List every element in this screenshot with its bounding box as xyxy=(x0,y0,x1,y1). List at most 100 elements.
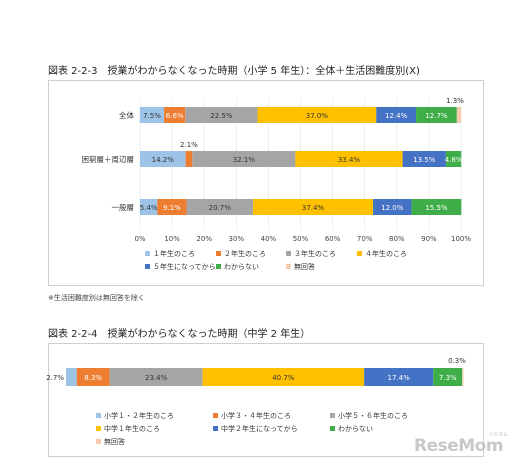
chart2-bar-segment xyxy=(109,368,203,386)
chart1-data-label: 37.4% xyxy=(302,204,325,212)
chart2-legend-label: 無回答 xyxy=(104,437,125,446)
chart1-data-label: 2.1% xyxy=(180,141,198,149)
chart1-x-tick-label: 0% xyxy=(134,235,145,243)
chart1-x-tick-label: 80% xyxy=(389,235,405,243)
chart1-x-tick-label: 100% xyxy=(451,235,471,243)
chart1-category-label: 一般層 xyxy=(112,202,135,212)
chart1-legend-label: ２年生のころ xyxy=(224,249,266,258)
chart1-x-tick-label: 20% xyxy=(196,235,212,243)
chart2-legend-label: 中学１年生のころ xyxy=(104,424,160,433)
chart1-data-label: 20.7% xyxy=(209,204,232,212)
chart1-legend-label: １年生のころ xyxy=(153,249,195,258)
chart2-legend-label: 中学２年生になってから xyxy=(221,424,298,433)
chart2-bar-segment xyxy=(433,368,463,386)
chart1-bar-segment xyxy=(411,199,462,215)
chart1-legend-swatch xyxy=(286,251,291,256)
resemom-logo: ReseMom xyxy=(414,436,504,456)
chart1-category-label: 全体 xyxy=(119,110,134,120)
chart2-legend-swatch xyxy=(96,439,101,444)
chart1-legend-swatch xyxy=(286,264,291,269)
chart2-legend-swatch xyxy=(213,413,218,418)
chart1-bar-segment xyxy=(164,107,186,123)
chart2-bar-segment xyxy=(364,368,434,386)
chart1-data-label: 12.7% xyxy=(425,112,448,120)
chart2-bar-segment xyxy=(76,368,110,386)
chart2-title: 図表 2-2-4 授業がわからなくなった時期（中学 2 年生） xyxy=(48,329,311,340)
chart1-bar-segment xyxy=(140,199,158,215)
chart2-data-label: 40.7% xyxy=(272,374,295,382)
chart2-legend-label: 小学１・２年生のころ xyxy=(104,411,174,420)
chart1-legend-label: ５年生になってから xyxy=(153,262,216,271)
chart1-legend-label: 無回答 xyxy=(294,262,315,271)
chart1-data-label: 37.0% xyxy=(306,112,329,120)
chart2-data-label: 0.3% xyxy=(448,357,466,365)
chart2-legend-swatch xyxy=(96,413,101,418)
chart1-legend-swatch xyxy=(145,251,150,256)
chart2-data-label: 2.7% xyxy=(46,374,64,382)
chart2-legend-swatch xyxy=(213,426,218,431)
chart2-legend-label: 小学５・６年生のころ xyxy=(338,411,408,420)
chart1-data-label: 7.5% xyxy=(143,112,161,120)
chart2-data-label: 17.4% xyxy=(388,374,411,382)
chart1-data-label: 33.4% xyxy=(338,156,361,164)
chart2-bar-segment xyxy=(462,368,464,386)
chart2-data-label: 7.3% xyxy=(439,374,457,382)
chart1-data-label: 6.6% xyxy=(166,112,184,120)
chart1-legend-swatch xyxy=(216,264,221,269)
chart1-bar-segment xyxy=(192,151,296,167)
chart1-bar-segment xyxy=(157,199,187,215)
chart1-bar-segment xyxy=(186,199,253,215)
chart1-bar-segment xyxy=(402,151,446,167)
chart1-data-label: 1.3% xyxy=(446,97,464,105)
chart1-bar-segment xyxy=(376,107,417,123)
chart1-bar-segment xyxy=(140,107,165,123)
chart2-data-label: 23.4% xyxy=(145,374,168,382)
chart1-bar-segment xyxy=(257,107,377,123)
chart1-legend-label: ４年生のころ xyxy=(365,249,407,258)
resemom-logo-sub: リセマム xyxy=(488,432,509,438)
chart1-data-label: 5.4% xyxy=(140,204,158,212)
chart1-legend-label: ３年生のころ xyxy=(294,249,336,258)
chart1-title: 図表 2-2-3 授業がわからなくなった時期（小学 5 年生）：全体＋生活困難度… xyxy=(48,66,420,77)
chart1-bar-segment xyxy=(295,151,403,167)
chart2-data-label: 8.3% xyxy=(84,374,102,382)
chart2-legend-label: 小学３・４年生のころ xyxy=(221,411,291,420)
chart1-bar-segment xyxy=(456,107,461,123)
chart2-bar-segment xyxy=(66,368,77,386)
chart2-legend-swatch xyxy=(330,426,335,431)
chart2-legend-swatch xyxy=(330,413,335,418)
chart1-data-label: 13.5% xyxy=(413,156,436,164)
chart1-x-tick-label: 30% xyxy=(229,235,245,243)
chart1-data-label: 15.5% xyxy=(425,204,448,212)
chart1-bar-segment xyxy=(185,107,258,123)
chart1-legend-swatch xyxy=(357,251,362,256)
chart1-x-tick-label: 60% xyxy=(325,235,341,243)
chart1-x-tick-label: 90% xyxy=(421,235,437,243)
chart1-data-label: 12.0% xyxy=(381,204,404,212)
chart1-note: ※生活困難度別は無回答を除く xyxy=(48,294,145,302)
chart1-bar-segment xyxy=(416,107,457,123)
chart1-bar-segment xyxy=(445,151,462,167)
chart1-legend-swatch xyxy=(145,264,150,269)
chart1-x-tick-label: 10% xyxy=(164,235,180,243)
chart1-data-label: 14.2% xyxy=(152,156,175,164)
chart1-x-tick-label: 40% xyxy=(261,235,277,243)
chart1-x-tick-label: 70% xyxy=(357,235,373,243)
chart1-legend-label: わからない xyxy=(224,263,259,271)
chart1-data-label: 22.5% xyxy=(210,112,233,120)
chart1-data-label: 12.4% xyxy=(385,112,408,120)
chart2-frame xyxy=(48,343,484,457)
chart1-data-label: 4.8% xyxy=(445,156,463,164)
chart2-legend-label: わからない xyxy=(338,425,373,433)
chart1-legend-swatch xyxy=(216,251,221,256)
chart1-bar-segment xyxy=(185,151,193,167)
chart1-data-label: 9.1% xyxy=(163,204,181,212)
chart1-bar-segment xyxy=(252,199,374,215)
chart2-legend-swatch xyxy=(96,426,101,431)
chart1-category-label: 困窮層＋周辺層 xyxy=(82,154,135,164)
chart1-data-label: 32.1% xyxy=(233,156,256,164)
chart1-x-tick-label: 50% xyxy=(293,235,309,243)
chart2-bar-segment xyxy=(202,368,365,386)
chart1-bar-segment xyxy=(140,151,186,167)
